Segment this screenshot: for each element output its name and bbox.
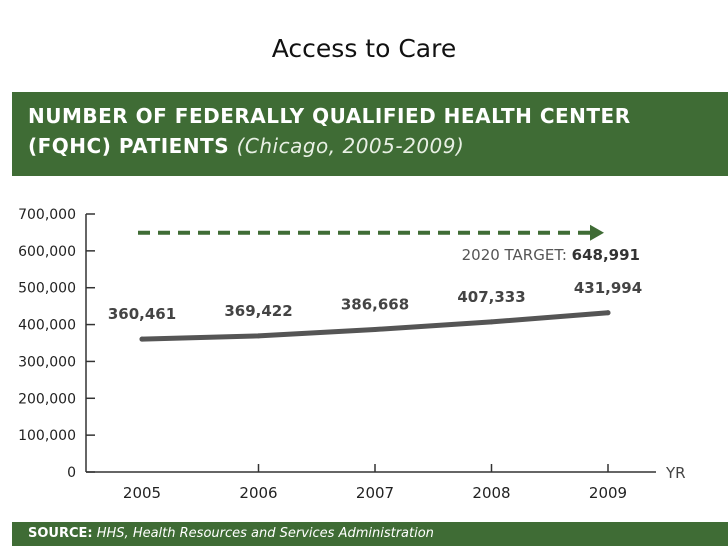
- x-tick-label: 2007: [356, 484, 394, 502]
- chart-subtitle: (Chicago, 2005-2009): [236, 134, 465, 158]
- data-label: 369,422: [224, 302, 292, 320]
- data-label: 386,668: [341, 295, 409, 313]
- y-tick-label: 500,000: [18, 281, 76, 297]
- target-label: 2020 TARGET:: [462, 246, 572, 264]
- data-point: [372, 326, 378, 332]
- y-tick-label: 200,000: [18, 391, 76, 407]
- y-tick-label: 0: [67, 465, 76, 481]
- x-tick-label: 2005: [123, 484, 161, 502]
- y-tick-label: 400,000: [18, 318, 76, 334]
- x-tick-label: 2009: [589, 484, 627, 502]
- y-tick-label: 700,000: [18, 207, 76, 223]
- source-text: SOURCE: HHS, Health Resources and Servic…: [28, 526, 434, 541]
- target-arrowhead: [590, 224, 604, 241]
- target-annotation: 2020 TARGET: 648,991: [462, 246, 640, 264]
- series-line: [139, 310, 611, 342]
- data-point: [489, 319, 494, 325]
- data-label: 431,994: [574, 279, 642, 297]
- y-tick-label: 100,000: [18, 428, 76, 444]
- data-label: 360,461: [108, 305, 176, 323]
- chart-title-main: (FQHC) PATIENTS: [28, 134, 230, 158]
- target-value: 648,991: [572, 246, 640, 264]
- data-label: 407,333: [457, 288, 525, 306]
- chart-header-band: NUMBER OF FEDERALLY QUALIFIED HEALTH CEN…: [12, 92, 728, 176]
- x-tick-label: 2006: [239, 484, 277, 502]
- chart-title-line2: (FQHC) PATIENTS (Chicago, 2005-2009): [28, 134, 464, 158]
- data-point: [139, 336, 145, 342]
- data-point: [256, 333, 261, 339]
- x-tick-label: 2008: [472, 484, 510, 502]
- y-tick-label: 600,000: [18, 244, 76, 260]
- fqhc-line-chart: YR 0 100,000 200,000 300,000 400,000 500,000 60…: [18, 207, 686, 502]
- slide-title: Access to Care: [271, 34, 457, 63]
- chart-title-line1: NUMBER OF FEDERALLY QUALIFIED HEALTH CEN…: [28, 104, 631, 128]
- source-label: SOURCE:: [28, 526, 93, 541]
- y-tick-label: 300,000: [18, 354, 76, 370]
- source-footer: SOURCE: HHS, Health Resources and Servic…: [12, 522, 728, 546]
- source-value: HHS, Health Resources and Services Admin…: [96, 526, 434, 541]
- data-point: [605, 310, 611, 316]
- x-axis-label: YR: [665, 464, 686, 482]
